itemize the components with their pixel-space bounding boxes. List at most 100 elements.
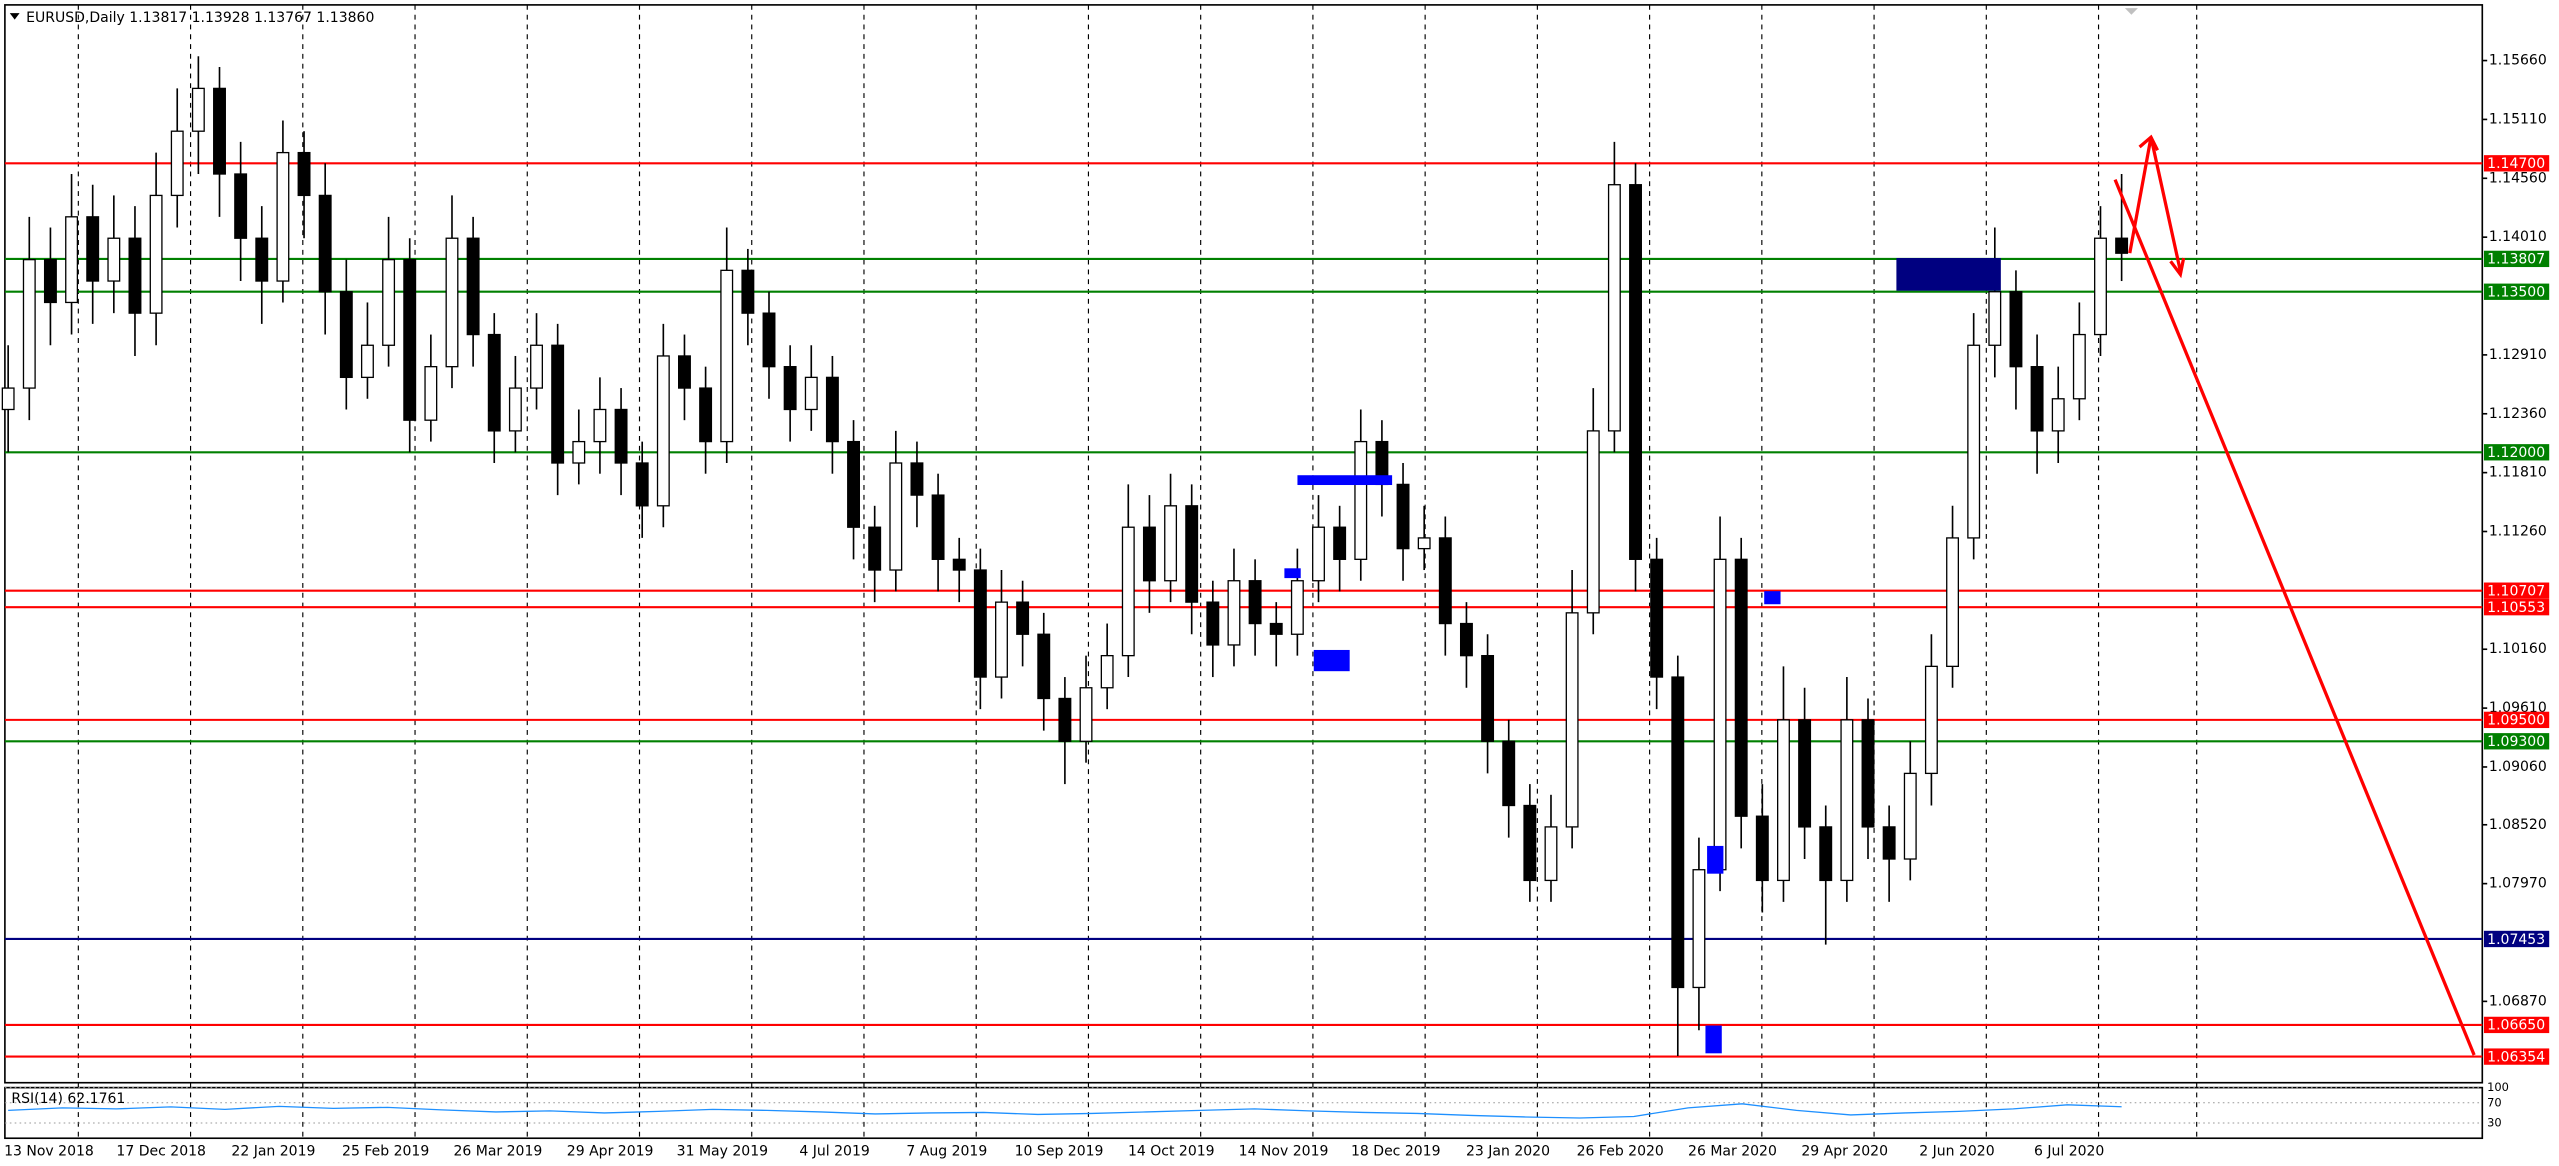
level-label: 1.07453 <box>2487 932 2545 948</box>
level-label-box <box>2483 1016 2550 1034</box>
candle-body <box>1692 869 1706 989</box>
y-tick-label: 1.10160 <box>2489 641 2547 657</box>
candle-body <box>1924 665 1938 775</box>
candle-body <box>424 366 438 421</box>
candle-body <box>22 258 36 389</box>
candle-body <box>1967 344 1981 539</box>
x-tick-label: 14 Oct 2019 <box>1128 1143 1215 1159</box>
shift-marker <box>2124 8 2138 15</box>
candle-body <box>699 387 713 443</box>
candle-body <box>128 237 142 314</box>
candle-body <box>191 87 205 132</box>
x-tick-label: 26 Mar 2019 <box>453 1143 542 1159</box>
rsi-label: RSI(14) 62.1761 <box>11 1091 125 1107</box>
zone <box>1764 591 1781 605</box>
candle-body <box>1079 687 1093 742</box>
x-tick-label: 23 Jan 2020 <box>1466 1143 1550 1159</box>
candle-body <box>1227 580 1241 646</box>
y-tick-label: 1.15660 <box>2489 53 2547 69</box>
candle-body <box>1417 537 1431 550</box>
candle-body <box>1037 633 1051 700</box>
level-label: 1.10707 <box>2487 584 2545 600</box>
x-tick-label: 29 Apr 2019 <box>567 1143 654 1159</box>
candle-body <box>2009 291 2023 368</box>
y-tick-label: 1.14560 <box>2489 170 2547 186</box>
candle-body <box>1396 483 1410 550</box>
candle-body <box>656 355 670 507</box>
candle-body <box>213 87 226 175</box>
x-tick-label: 7 Aug 2019 <box>906 1143 987 1159</box>
candle-body <box>107 237 121 282</box>
candle-body <box>234 173 248 239</box>
candle-body <box>762 312 776 368</box>
x-tick-label: 22 Jan 2019 <box>231 1143 315 1159</box>
y-tick-label: 1.08520 <box>2489 817 2547 833</box>
x-tick-label: 10 Sep 2019 <box>1015 1143 1104 1159</box>
candle-body <box>1333 526 1347 560</box>
annotations <box>9 8 2476 1056</box>
candle-body <box>1903 772 1917 860</box>
candle-body <box>297 151 311 197</box>
level-label: 1.10553 <box>2487 600 2545 616</box>
rsi-panel <box>4 1087 2483 1124</box>
candle-body <box>403 258 417 421</box>
x-tick-label: 17 Dec 2018 <box>116 1143 206 1159</box>
candle-body <box>1861 719 1875 828</box>
candle-body <box>1713 558 1727 871</box>
trend-line <box>2113 179 2476 1056</box>
candle-body <box>868 526 882 571</box>
x-tick-label: 26 Feb 2020 <box>1577 1143 1664 1159</box>
level-label: 1.06650 <box>2487 1018 2545 1034</box>
zone <box>1896 258 2001 291</box>
candle-body <box>1777 719 1790 882</box>
x-tick-label: 25 Feb 2019 <box>342 1143 429 1159</box>
candle-body <box>2051 398 2065 432</box>
candle-body <box>318 194 332 293</box>
rsi-tick-label: 30 <box>2487 1116 2502 1130</box>
candle-body <box>1523 804 1537 882</box>
level-label: 1.06354 <box>2487 1049 2545 1065</box>
candle-body <box>1882 826 1896 860</box>
x-tick-label: 6 Jul 2020 <box>2034 1143 2104 1159</box>
candle-body <box>1629 184 1642 560</box>
candle-body <box>65 216 79 304</box>
zone <box>1705 1025 1722 1054</box>
candle-body <box>1544 826 1558 882</box>
candle-body <box>1185 505 1199 603</box>
candle-body <box>593 408 607 443</box>
candle-body <box>1481 655 1495 742</box>
candle-body <box>889 462 903 571</box>
candle-body <box>2094 237 2107 336</box>
x-tick-label: 14 Nov 2019 <box>1239 1143 1329 1159</box>
candle-body <box>783 366 797 411</box>
candle-body <box>382 258 396 346</box>
rsi-line <box>8 1103 2122 1119</box>
candle-body <box>1946 537 1960 668</box>
y-tick-label: 1.12910 <box>2489 347 2547 363</box>
grid <box>77 4 2488 1139</box>
chart-title: EURUSD,Daily 1.13817 1.13928 1.13767 1.1… <box>26 10 374 26</box>
candle-body <box>804 376 818 411</box>
candle-body <box>741 269 755 314</box>
candle-body <box>530 344 543 389</box>
candle-body <box>931 494 945 560</box>
level-label-box <box>2483 155 2550 172</box>
zone <box>1297 475 1393 486</box>
level-label: 1.09300 <box>2487 734 2545 750</box>
candle-body <box>1 387 15 411</box>
x-tick-label: 13 Nov 2018 <box>4 1143 94 1159</box>
candle-body <box>2115 237 2129 254</box>
candle-body <box>1269 622 1283 635</box>
level-label-box <box>2483 250 2550 268</box>
candle-body <box>170 130 184 197</box>
candle-body <box>1586 430 1600 614</box>
candle-body <box>2030 366 2044 432</box>
candle-body <box>1798 719 1812 828</box>
x-tick-label: 26 Mar 2020 <box>1688 1143 1777 1159</box>
x-tick-label: 2 Jun 2020 <box>1919 1143 1994 1159</box>
menu-triangle <box>9 13 20 20</box>
candle-body <box>508 387 522 432</box>
level-label-box <box>2483 733 2550 750</box>
candle-body <box>952 558 966 571</box>
y-tick-label: 1.07970 <box>2489 876 2547 892</box>
